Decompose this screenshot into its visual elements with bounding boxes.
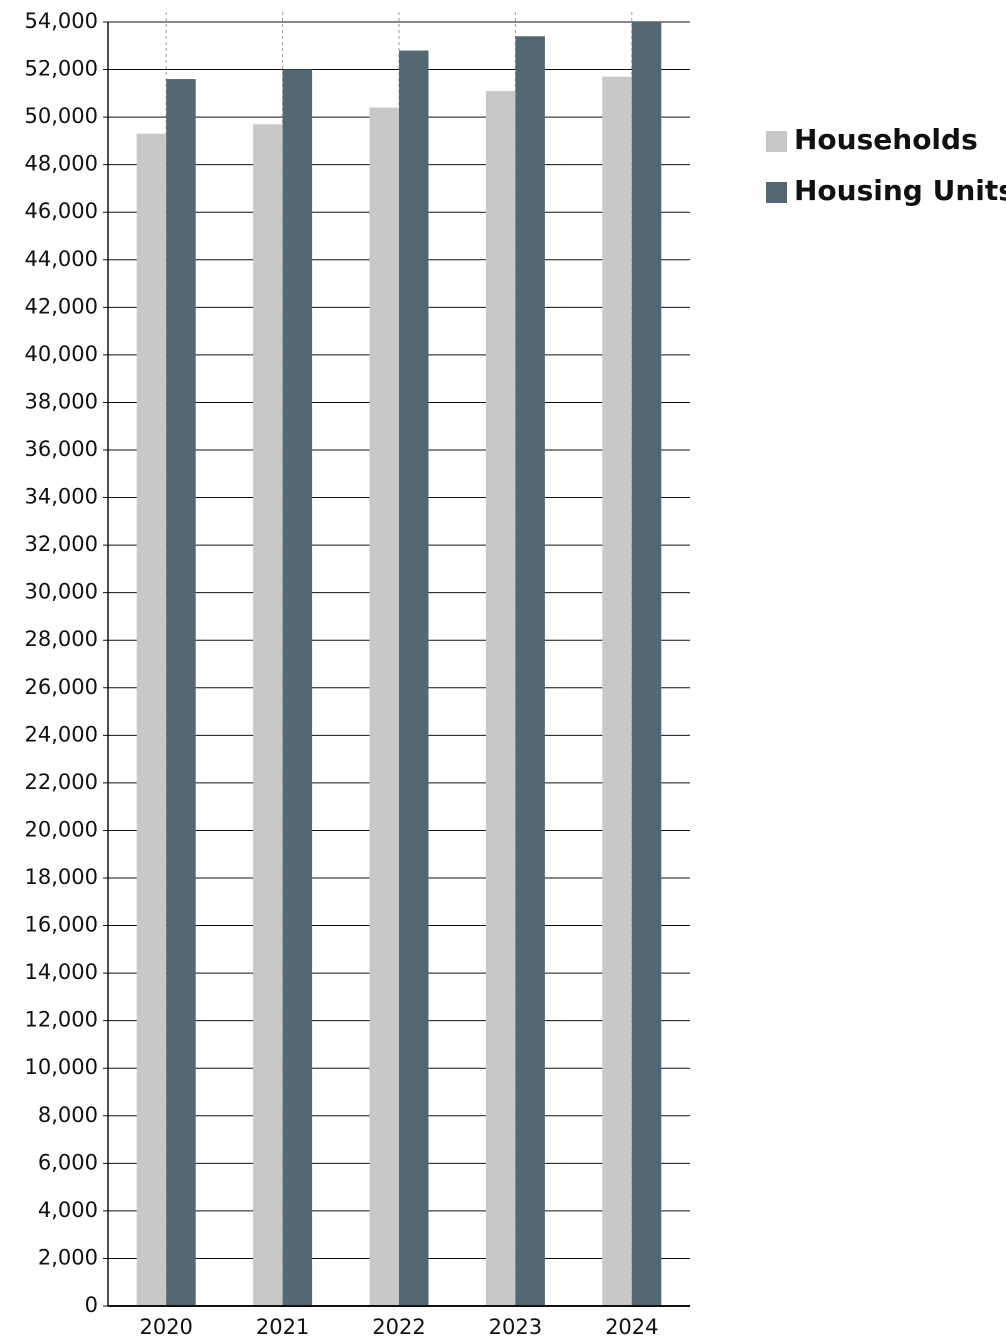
bar	[369, 107, 399, 1307]
y-tick-label: 54,000	[25, 9, 98, 33]
bar	[282, 69, 313, 1307]
y-tick-label: 40,000	[25, 342, 98, 366]
y-tick-label: 10,000	[25, 1055, 98, 1079]
y-tick-label: 44,000	[25, 247, 98, 271]
y-tick-label: 34,000	[25, 485, 98, 509]
y-tick-label: 2,000	[38, 1245, 98, 1269]
y-tick-label: 26,000	[25, 675, 98, 699]
y-tick-label: 38,000	[25, 389, 98, 413]
y-tick-label: 32,000	[25, 532, 98, 556]
y-tick-label: 8,000	[38, 1103, 98, 1127]
y-tick-label: 48,000	[25, 152, 98, 176]
y-tick-label: 28,000	[25, 627, 98, 651]
bar	[515, 36, 545, 1306]
y-tick-label: 16,000	[25, 913, 98, 937]
bar	[399, 50, 429, 1307]
legend-swatch	[766, 182, 787, 203]
legend-label: Housing Units	[794, 174, 1006, 207]
legend-swatch	[766, 131, 787, 152]
bar	[253, 124, 283, 1307]
x-tick-label: 2020	[139, 1315, 192, 1339]
y-tick-label: 42,000	[25, 294, 98, 318]
y-tick-label: 18,000	[25, 865, 98, 889]
bar	[602, 76, 632, 1307]
x-tick-label: 2023	[489, 1315, 542, 1339]
legend-label: Households	[794, 123, 978, 156]
x-tick-label: 2022	[372, 1315, 425, 1339]
bar	[166, 79, 196, 1307]
bar	[136, 133, 167, 1306]
y-tick-label: 30,000	[25, 580, 98, 604]
y-tick-label: 14,000	[25, 960, 98, 984]
bar	[485, 90, 516, 1306]
y-tick-label: 46,000	[25, 199, 98, 223]
bar	[631, 22, 662, 1306]
y-tick-label: 12,000	[25, 1008, 98, 1032]
y-tick-label: 36,000	[25, 437, 98, 461]
y-tick-label: 50,000	[25, 104, 98, 128]
y-tick-label: 24,000	[25, 722, 98, 746]
y-tick-label: 0	[85, 1293, 98, 1317]
y-tick-label: 6,000	[38, 1150, 98, 1174]
y-tick-label: 22,000	[25, 770, 98, 794]
x-tick-label: 2021	[256, 1315, 309, 1339]
y-tick-label: 52,000	[25, 57, 98, 81]
y-tick-label: 20,000	[25, 817, 98, 841]
x-tick-label: 2024	[605, 1315, 658, 1339]
y-tick-label: 4,000	[38, 1198, 98, 1222]
